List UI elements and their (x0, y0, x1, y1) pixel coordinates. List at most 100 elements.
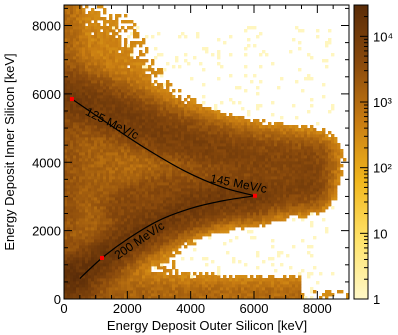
heat-cell (73, 269, 77, 273)
heat-cell (166, 146, 170, 150)
heat-cell (262, 128, 266, 132)
heat-cell (124, 233, 128, 237)
heat-cell (70, 95, 74, 99)
heat-cell (232, 284, 236, 288)
heat-cell (268, 185, 272, 189)
heat-cell (82, 98, 86, 102)
heat-cell (208, 128, 212, 132)
heat-cell (268, 140, 272, 144)
heat-cell (250, 230, 254, 234)
heat-cell (250, 137, 254, 141)
heat-cell (157, 275, 161, 279)
heat-cell (142, 110, 146, 114)
heat-cell (112, 35, 116, 39)
heat-cell (91, 101, 95, 105)
heat-cell (226, 185, 230, 189)
heat-cell (217, 212, 221, 216)
heat-cell (220, 146, 224, 150)
heat-cell (190, 122, 194, 126)
heat-cell (139, 146, 143, 150)
heat-cell (121, 185, 125, 189)
heat-cell (178, 143, 182, 147)
heat-cell (121, 86, 125, 90)
heat-cell (157, 128, 161, 132)
heat-cell (127, 74, 131, 78)
heat-cell (151, 245, 155, 249)
heat-cell (232, 137, 236, 141)
heat-cell (88, 245, 92, 249)
heat-cell (142, 62, 146, 66)
heat-cell (85, 68, 89, 72)
heat-cell (106, 35, 110, 39)
heat-cell (226, 221, 230, 225)
heat-cell (121, 221, 125, 225)
heat-cell (124, 260, 128, 264)
heat-cell (181, 278, 185, 282)
heat-cell (133, 272, 137, 276)
heat-cell (130, 170, 134, 174)
heat-cell (106, 212, 110, 216)
heat-cell (91, 155, 95, 159)
heat-cell (196, 185, 200, 189)
heat-cell (115, 101, 119, 105)
heat-cell (145, 86, 149, 90)
heat-cell (190, 227, 194, 231)
heat-cell (115, 26, 119, 30)
heat-cell (118, 269, 122, 273)
heat-cell (91, 284, 95, 288)
heat-cell (127, 200, 131, 204)
heat-cell (268, 218, 272, 222)
heat-cell (73, 272, 77, 276)
heat-cell (235, 128, 239, 132)
heat-cell (115, 269, 119, 273)
heat-cell (145, 287, 149, 291)
heat-cell (109, 194, 113, 198)
heat-cell (100, 143, 104, 147)
heat-cell (79, 149, 83, 153)
heat-cell (115, 122, 119, 126)
heat-cell (244, 137, 248, 141)
heat-cell (67, 245, 71, 249)
heat-cell (250, 281, 254, 285)
heat-cell (76, 236, 80, 240)
heat-cell (154, 278, 158, 282)
heat-cell (262, 188, 266, 192)
heat-cell (79, 83, 83, 87)
heat-cell (109, 284, 113, 288)
heat-cell (226, 290, 230, 294)
heat-cell (256, 146, 260, 150)
heat-cell (91, 50, 95, 54)
heat-cell (214, 137, 218, 141)
heat-cell (64, 236, 68, 240)
heat-cell (205, 155, 209, 159)
heat-cell (148, 203, 152, 207)
heat-cell (193, 131, 197, 135)
heat-cell (250, 143, 254, 147)
heat-cell (76, 125, 80, 129)
heat-cell (94, 14, 98, 18)
heat-cell (112, 200, 116, 204)
heat-cell (178, 161, 182, 165)
heat-cell (217, 50, 221, 54)
heat-cell (85, 116, 89, 120)
heat-cell (76, 173, 80, 177)
heat-cell (157, 215, 161, 219)
heat-cell (268, 149, 272, 153)
heat-cell (127, 179, 131, 183)
heat-cell (76, 29, 80, 33)
heat-cell (169, 164, 173, 168)
heat-cell (94, 266, 98, 270)
heat-cell (235, 215, 239, 219)
heat-cell (154, 254, 158, 258)
heat-cell (274, 188, 278, 192)
heat-cell (145, 77, 149, 81)
heat-cell (67, 128, 71, 132)
heat-cell (118, 194, 122, 198)
heat-cell (166, 236, 170, 240)
heat-cell (148, 254, 152, 258)
heat-cell (217, 221, 221, 225)
heat-cell (193, 215, 197, 219)
heat-cell (109, 35, 113, 39)
heat-cell (253, 170, 257, 174)
heat-cell (208, 113, 212, 117)
